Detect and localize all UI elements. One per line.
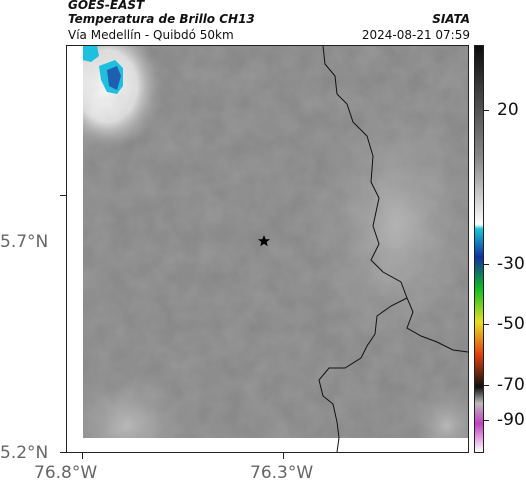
xtick-mark-76-3 [283, 453, 284, 459]
xtick-mark-76-8 [82, 453, 83, 459]
satellite-map[interactable] [66, 45, 469, 453]
brightness-temperature-field [83, 46, 468, 438]
cbar-tick-20 [484, 110, 489, 111]
timestamp-label: 2024-08-21 07:59 [361, 28, 470, 42]
ytick-label-5-2: 5.2°N [0, 443, 49, 463]
cbar-tick-m90 [484, 420, 489, 421]
xtick-label-76-3: 76.3°W [250, 463, 314, 483]
xtick-label-76-8: 76.8°W [34, 463, 98, 483]
cbar-label-m70: -70 [497, 375, 525, 395]
ytick-mark-5-7 [60, 195, 66, 196]
ytick-mark-5-2 [60, 452, 66, 453]
cbar-tick-m30 [484, 264, 489, 265]
product-title: Temperatura de Brillo CH13 [68, 12, 255, 26]
department-boundary-south [318, 297, 408, 452]
satellite-title: GOES-EAST [68, 0, 145, 12]
route-subtitle: Vía Medellín - Quibdó 50km [68, 28, 234, 42]
cbar-label-m90: -90 [497, 410, 525, 430]
star-marker [258, 235, 270, 247]
cbar-label-20: 20 [497, 100, 519, 120]
map-canvas [83, 46, 468, 452]
cold-cloud-cyan-top [83, 46, 99, 62]
organization-label: SIATA [432, 12, 470, 26]
cbar-label-m30: -30 [497, 254, 525, 274]
cbar-tick-m50 [484, 324, 489, 325]
cbar-label-m50: -50 [497, 314, 525, 334]
temperature-colorbar [474, 45, 484, 453]
cold-cloud-blue [107, 66, 121, 90]
department-boundary-north [322, 46, 468, 353]
ytick-label-5-7: 5.7°N [0, 232, 49, 252]
cbar-tick-m70 [484, 385, 489, 386]
